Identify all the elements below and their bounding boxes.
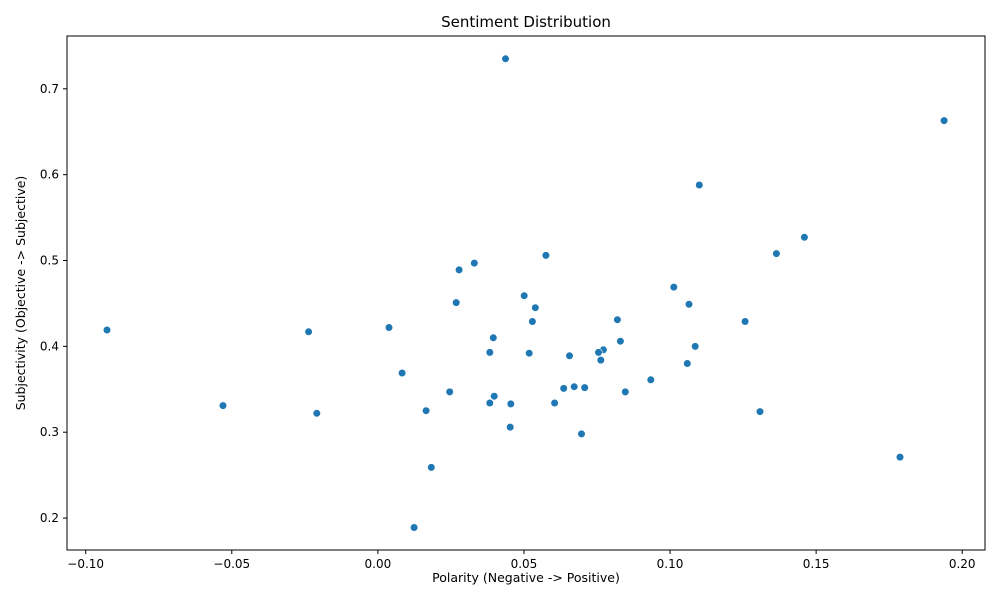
data-point: [570, 382, 579, 391]
data-point: [102, 325, 112, 335]
y-tick-label: 0.5: [40, 254, 59, 268]
data-point: [616, 337, 625, 346]
x-tick-label: 0.20: [949, 557, 976, 571]
data-point: [422, 406, 431, 415]
data-point: [312, 409, 321, 418]
y-tick-label: 0.6: [40, 168, 59, 182]
y-axis-label: Subjectivity (Objective -> Subjective): [13, 176, 28, 411]
data-point: [800, 233, 809, 242]
x-tick-label: 0.15: [803, 557, 830, 571]
data-point: [531, 303, 540, 312]
data-point: [621, 387, 630, 397]
data-point: [669, 283, 678, 292]
data-point: [525, 349, 534, 358]
data-point: [577, 429, 586, 439]
data-point: [490, 392, 499, 401]
data-point: [485, 348, 494, 357]
data-point: [755, 407, 765, 416]
data-point: [398, 368, 407, 378]
data-point: [691, 342, 700, 351]
data-point: [485, 398, 494, 408]
data-point: [565, 351, 574, 360]
data-point: [304, 327, 313, 336]
data-point: [613, 315, 622, 324]
data-point: [427, 463, 436, 472]
data-point: [895, 453, 905, 462]
x-tick-label: 0.10: [657, 557, 684, 571]
y-tick-label: 0.7: [40, 82, 59, 96]
data-point: [772, 249, 781, 258]
data-point: [218, 401, 228, 410]
data-point: [384, 323, 394, 332]
data-point: [445, 387, 454, 397]
data-point: [501, 54, 510, 63]
y-tick-label: 0.3: [40, 425, 59, 439]
data-point: [740, 317, 750, 326]
data-point: [506, 423, 515, 432]
data-point: [506, 399, 515, 409]
x-tick-label: 0.00: [365, 557, 392, 571]
data-point: [455, 265, 464, 275]
data-point: [452, 298, 461, 307]
axis-ticks: −0.10 −0.05 0.00 0.05 0.10 0.15 0.20 0.2 0.3 0.4 0…: [40, 82, 976, 571]
x-tick-label: −0.05: [213, 557, 250, 571]
data-point: [528, 317, 537, 326]
data-point: [550, 398, 559, 408]
data-point: [541, 251, 551, 260]
x-tick-label: −0.10: [67, 557, 104, 571]
x-tick-label: 0.05: [511, 557, 538, 571]
chart-title: Sentiment Distribution: [441, 13, 611, 31]
data-point: [470, 259, 479, 268]
data-point: [410, 523, 419, 532]
data-points: [102, 54, 949, 532]
y-tick-label: 0.4: [40, 339, 59, 353]
data-point: [695, 180, 704, 190]
data-point: [646, 375, 655, 384]
x-axis-label: Polarity (Negative -> Positive): [432, 570, 620, 585]
data-point: [580, 383, 589, 392]
data-point: [594, 348, 603, 357]
data-point: [683, 359, 692, 368]
plot-frame: [66, 35, 986, 551]
data-point: [559, 384, 568, 393]
data-point: [520, 291, 529, 300]
data-point: [489, 333, 498, 342]
data-point: [684, 300, 694, 309]
y-tick-label: 0.2: [40, 511, 59, 525]
data-point: [939, 116, 949, 125]
data-point: [596, 356, 605, 365]
